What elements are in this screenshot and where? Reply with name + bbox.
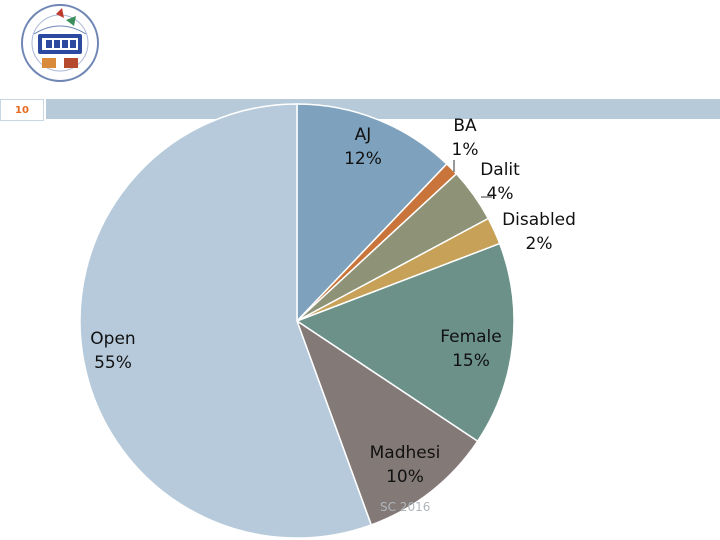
slice-label-madhesi: Madhesi xyxy=(370,443,441,463)
slice-label-aj: AJ xyxy=(355,125,372,145)
institution-logo xyxy=(21,4,99,82)
slice-percent-open: 55% xyxy=(94,353,132,373)
slice-label-disabled: Disabled xyxy=(502,210,576,230)
pie-slice-aj xyxy=(296,103,448,323)
footer-text: SC 2016 xyxy=(380,500,431,514)
slice-percent-dalit: 4% xyxy=(487,184,514,204)
header-bar xyxy=(46,99,720,119)
pie-slice-open xyxy=(79,103,373,539)
slice-percent-aj: 12% xyxy=(344,149,382,169)
slice-label-open: Open xyxy=(90,329,135,349)
slice-label-female: Female xyxy=(440,327,501,347)
pie-slice-female xyxy=(295,242,515,443)
slice-percent-female: 15% xyxy=(452,351,490,371)
slice-label-dalit: Dalit xyxy=(480,160,520,180)
slice-percent-ba: 1% xyxy=(452,140,479,160)
slice-label-ba: BA xyxy=(453,116,477,136)
pie-slice-madhesi xyxy=(295,319,479,526)
slide-number: 10 xyxy=(0,99,44,121)
slice-percent-madhesi: 10% xyxy=(386,467,424,487)
slice-percent-disabled: 2% xyxy=(526,234,553,254)
